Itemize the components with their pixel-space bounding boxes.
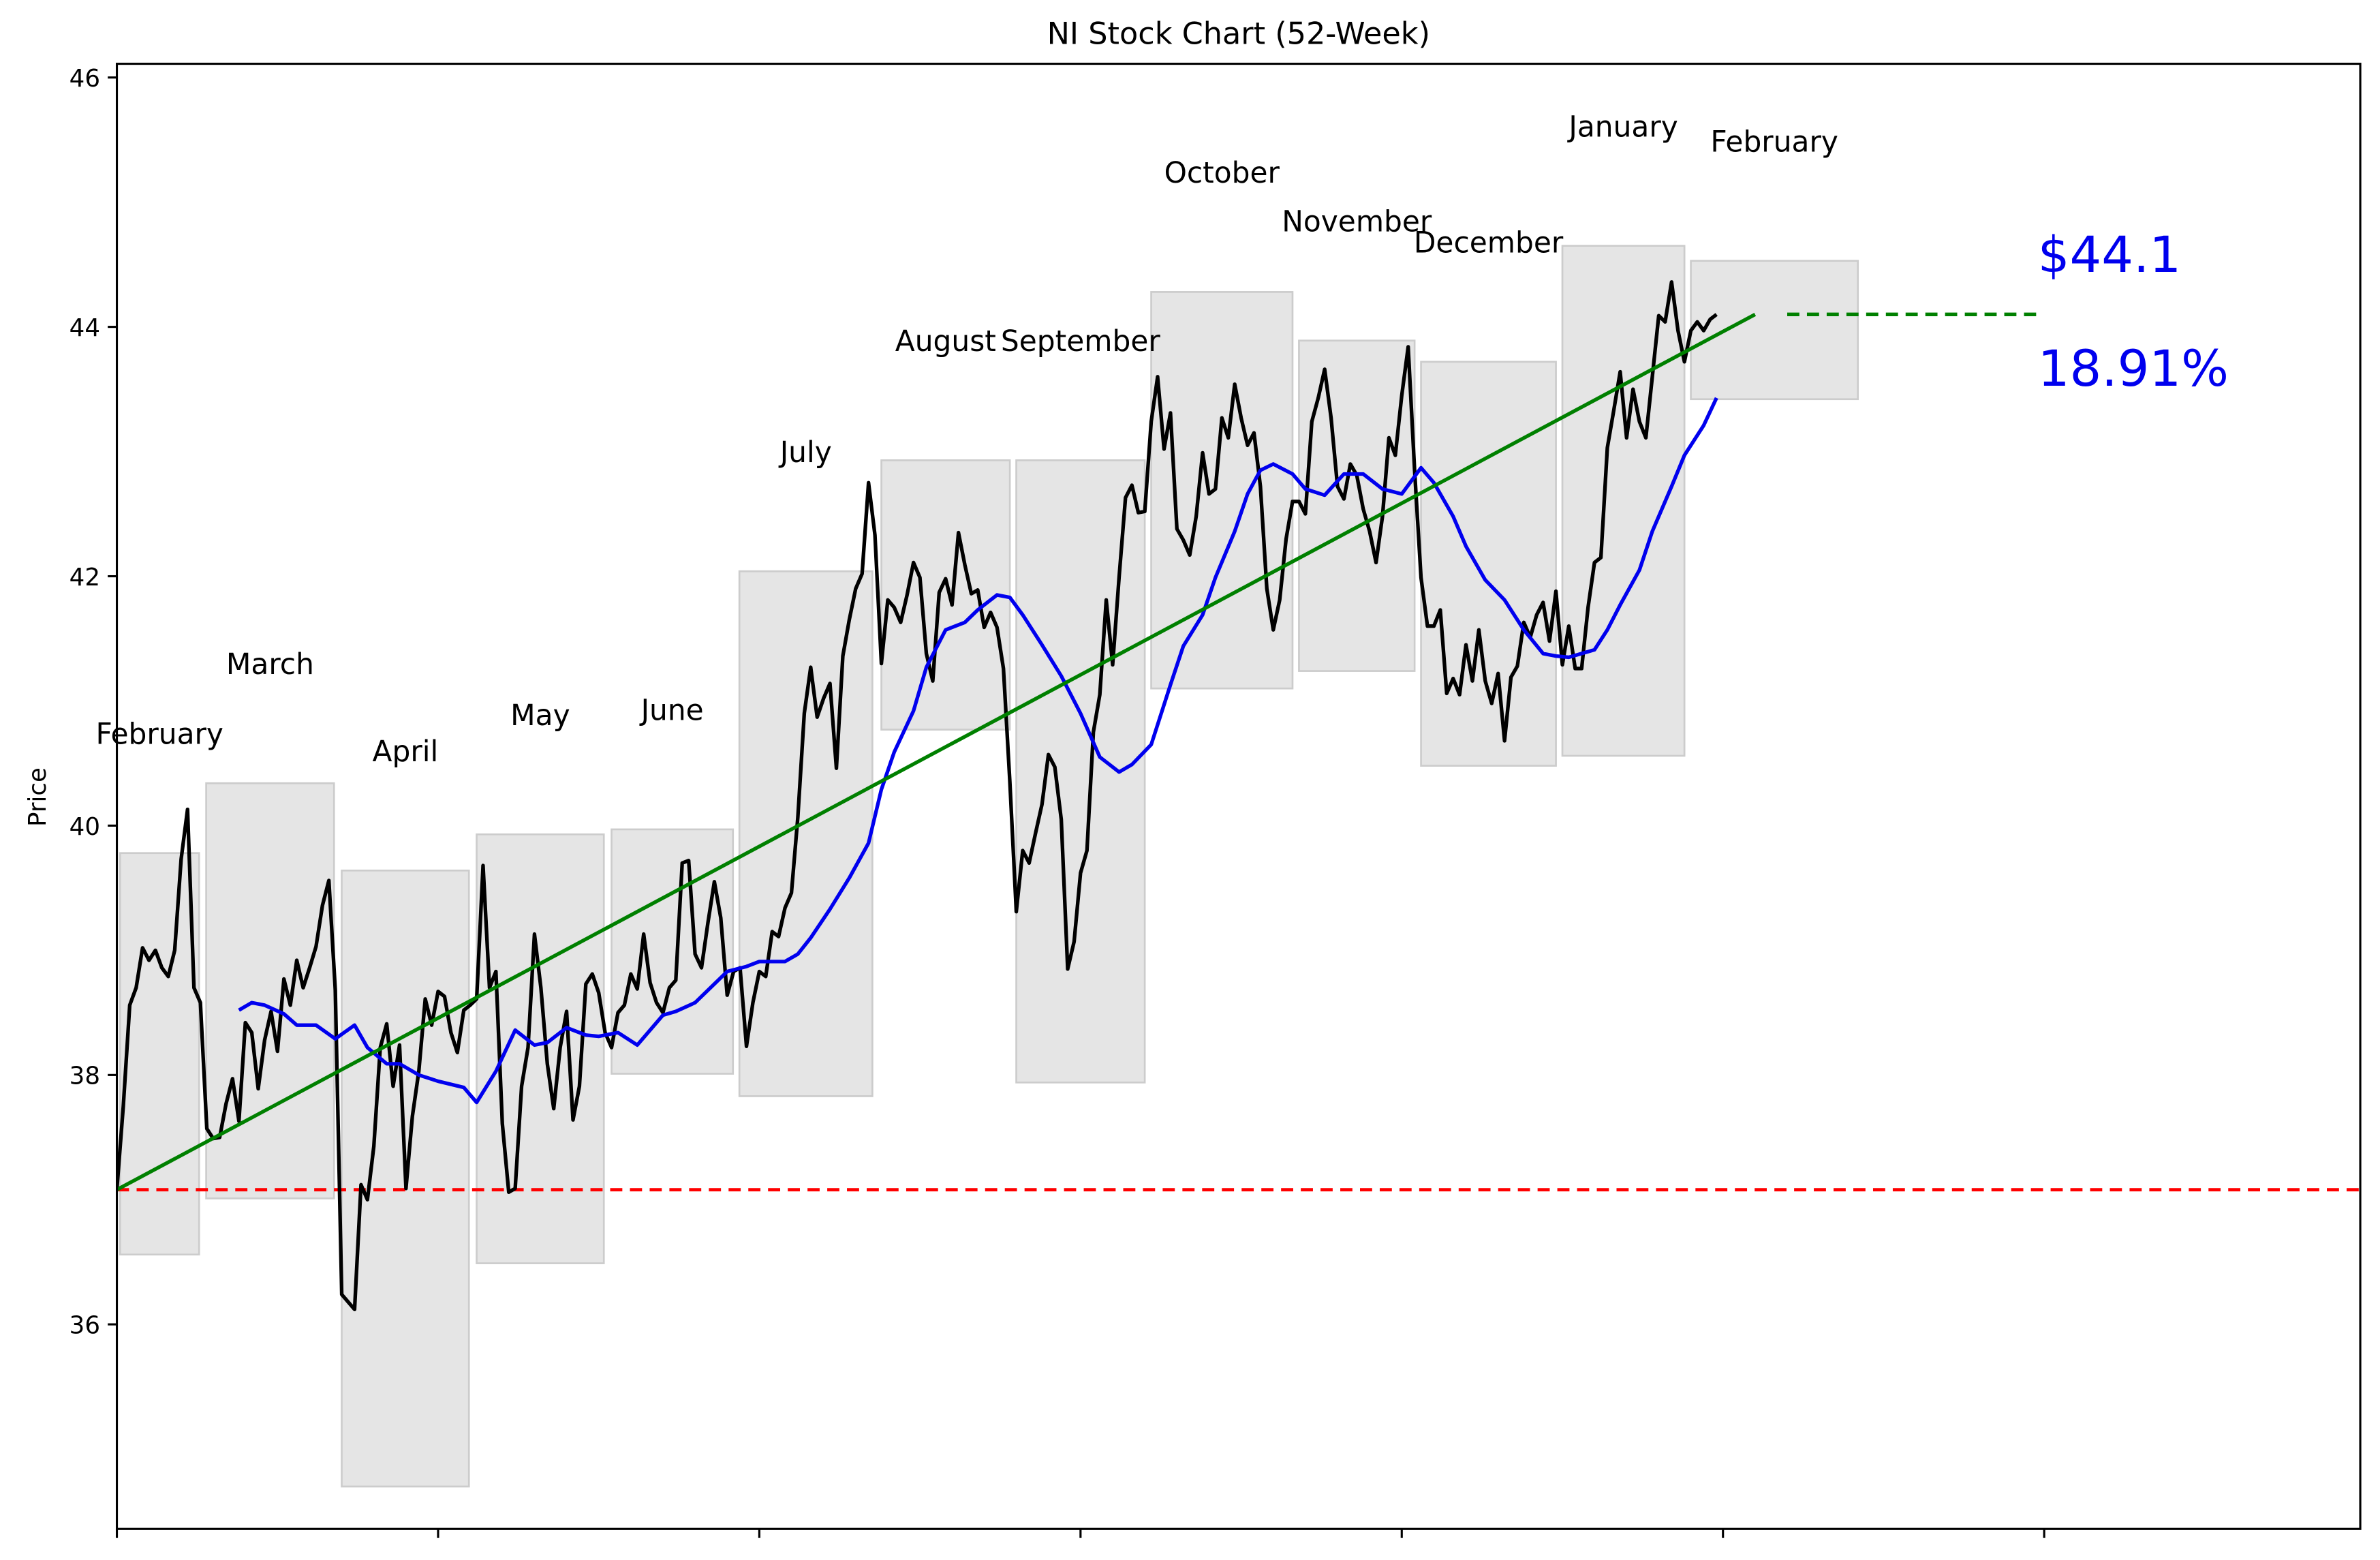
annotation: 18.91% <box>2038 340 2229 398</box>
y-tick-label: 46 <box>69 65 100 93</box>
y-tick-label: 40 <box>69 813 100 841</box>
month-label: October <box>1164 156 1280 189</box>
month-label: March <box>226 647 314 681</box>
month-range <box>738 570 874 1097</box>
month-label: November <box>1282 204 1432 238</box>
annotation: $44.1 <box>2038 226 2181 284</box>
month-range <box>119 852 200 1256</box>
month-label: February <box>95 717 223 750</box>
plot-area <box>117 245 2361 1488</box>
month-range <box>880 459 1011 731</box>
month-label: August <box>895 324 996 358</box>
price-line <box>117 280 1718 1311</box>
axes-frame <box>115 63 2362 1530</box>
month-label: May <box>510 699 570 732</box>
y-tick-label: 36 <box>69 1312 100 1340</box>
month-label: September <box>1001 324 1160 358</box>
month-label: June <box>639 694 704 727</box>
y-tick-label: 38 <box>69 1062 100 1090</box>
month-range <box>1015 459 1146 1084</box>
y-tick-label: 44 <box>69 314 100 342</box>
month-label: April <box>373 735 439 768</box>
average-line <box>238 397 1718 1105</box>
month-range <box>1690 260 1859 401</box>
month-label: January <box>1566 110 1678 143</box>
month-range <box>1420 361 1557 767</box>
month-range <box>611 828 735 1075</box>
month-label: February <box>1710 125 1838 158</box>
chart-title: NI Stock Chart (52-Week) <box>1047 16 1430 52</box>
month-label: December <box>1414 226 1564 259</box>
y-tick-label: 42 <box>69 564 100 592</box>
y-axis-label: Price <box>24 767 52 827</box>
month-range <box>205 782 335 1199</box>
month-range <box>476 833 605 1264</box>
month-label: July <box>778 435 832 469</box>
trend-line <box>117 312 1757 1192</box>
